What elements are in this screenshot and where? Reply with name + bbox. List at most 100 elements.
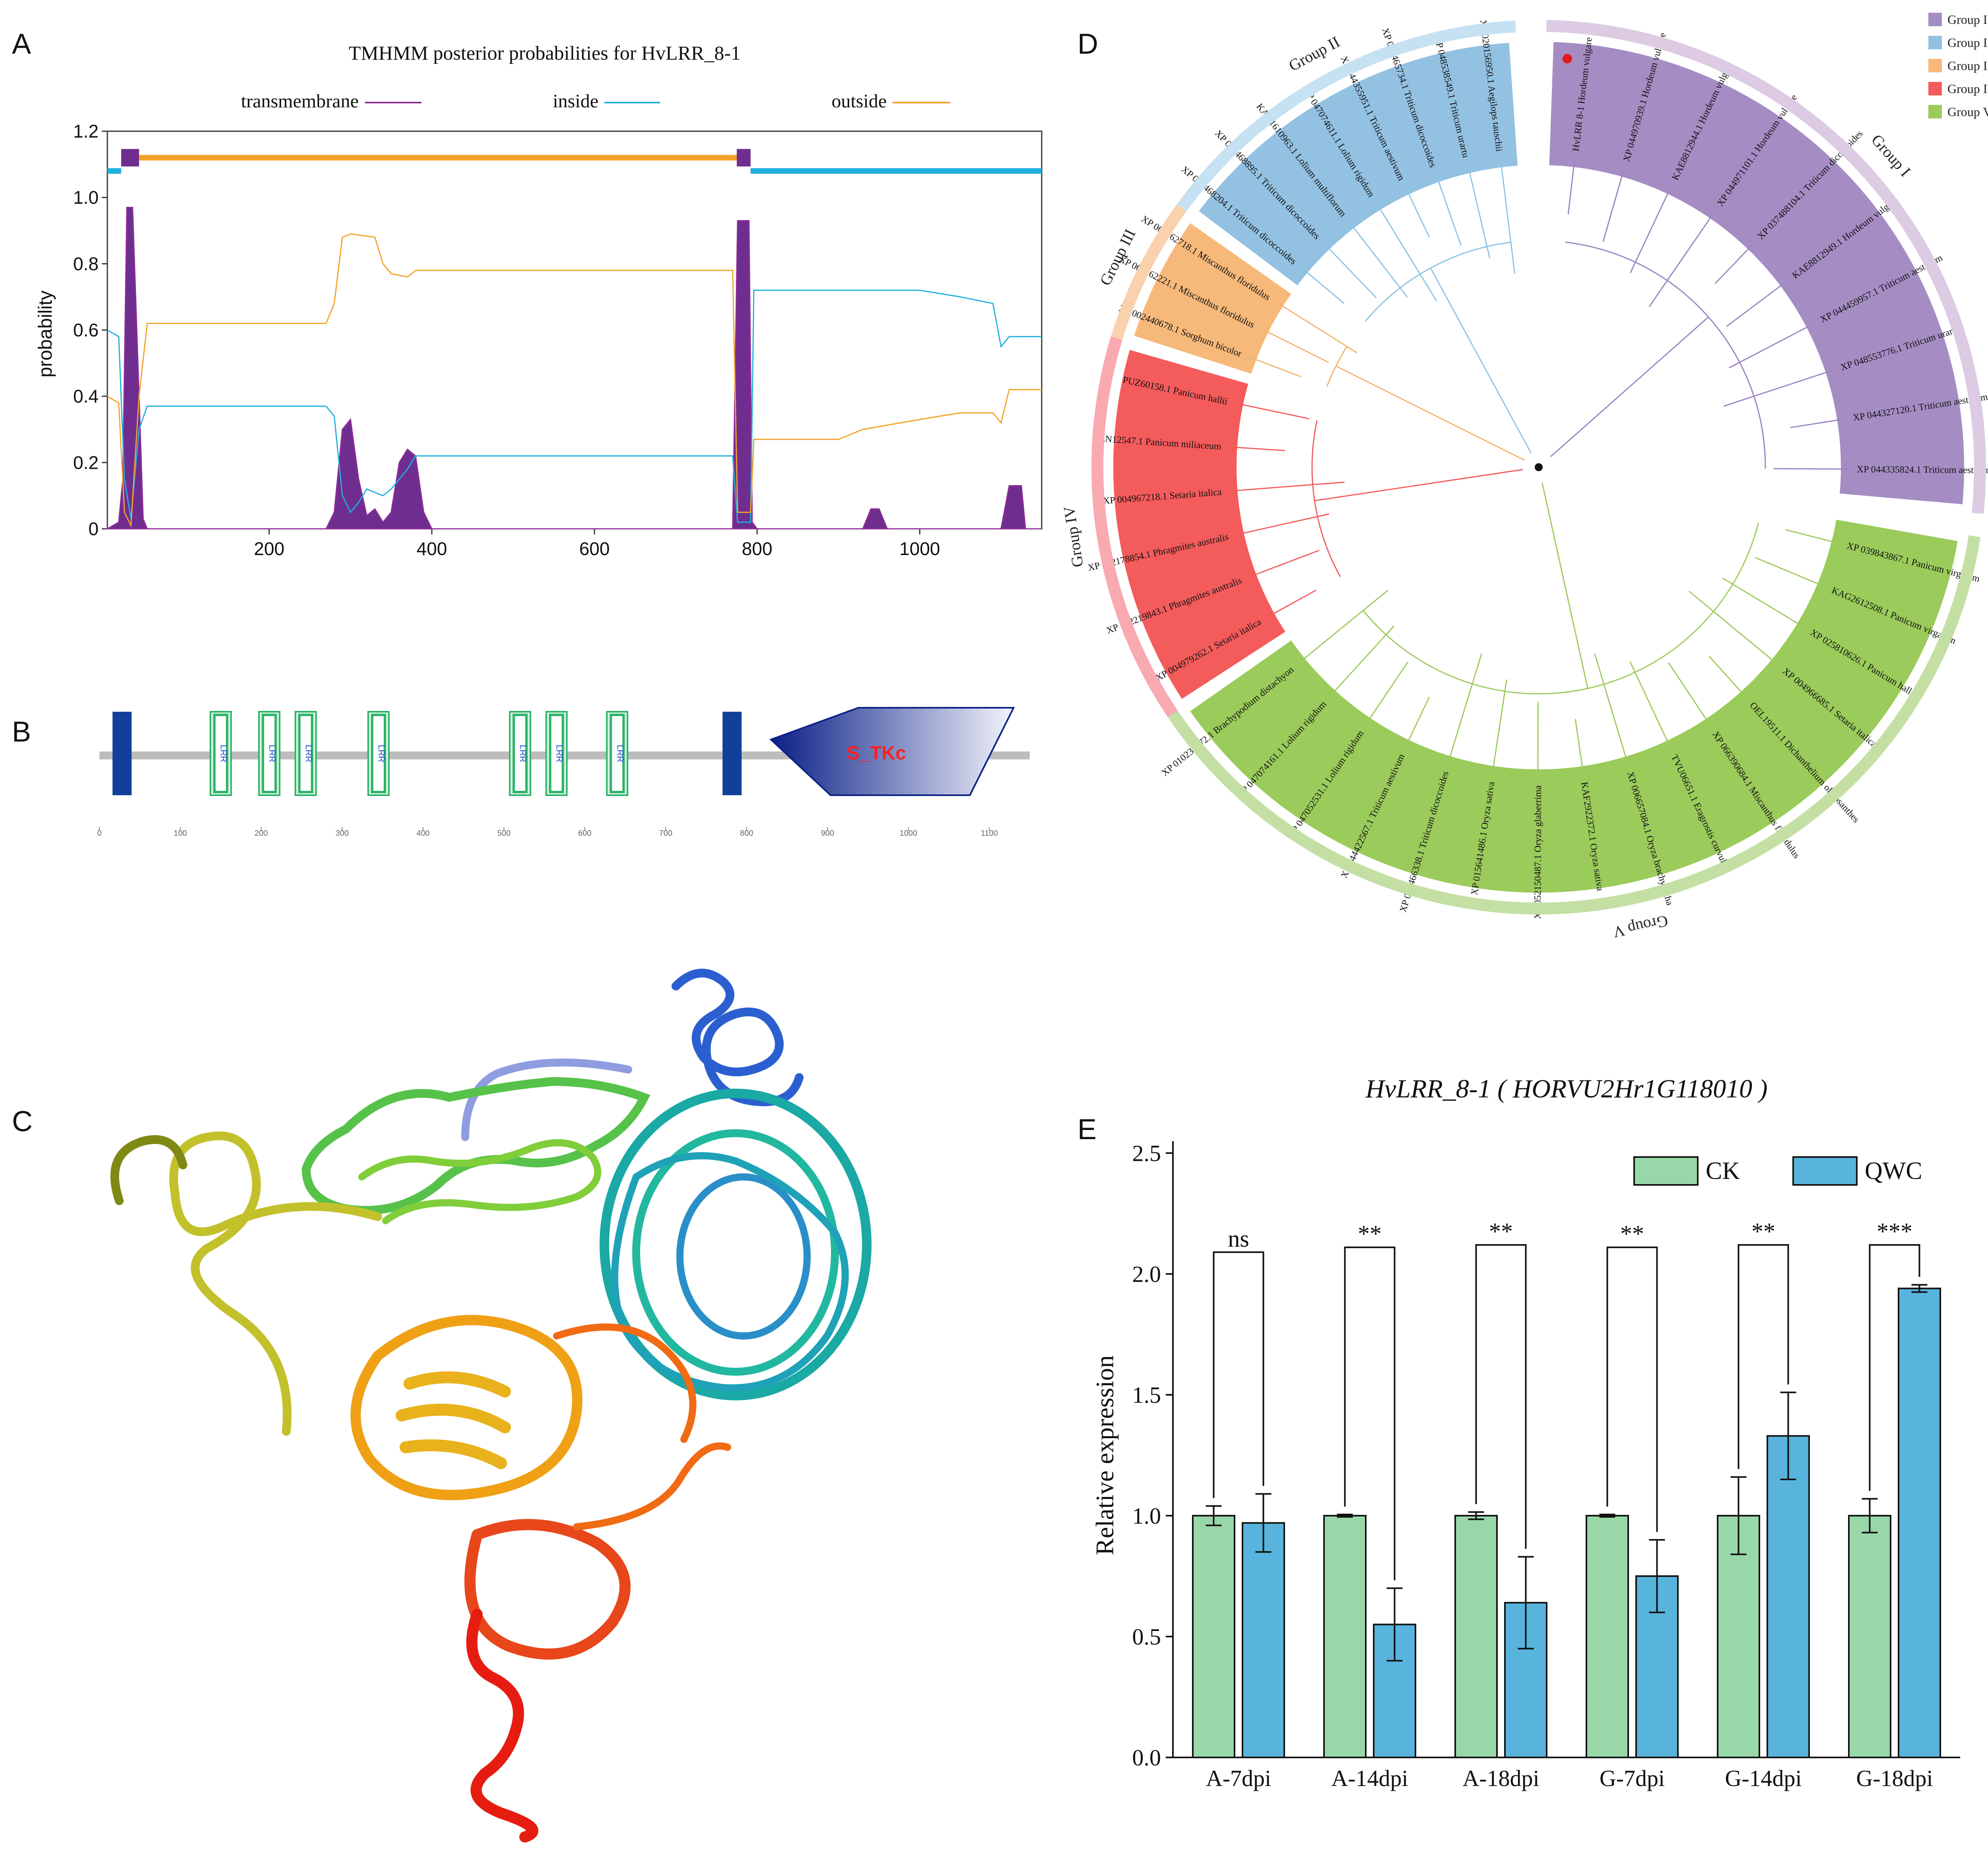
significance-label: ** <box>1489 1218 1513 1245</box>
tree-branch <box>1276 301 1357 353</box>
significance-label: ** <box>1358 1221 1382 1247</box>
tree-branch <box>1301 267 1345 304</box>
tmhmm-xtick-label: 600 <box>579 538 610 559</box>
tmhmm-ylabel: probability <box>35 291 56 378</box>
bar-ck <box>1586 1515 1629 1758</box>
tmhmm-frame <box>107 130 1043 530</box>
tree-branch <box>1229 446 1285 451</box>
tree-branch <box>1298 590 1388 664</box>
panel-c-label: C <box>12 1106 33 1138</box>
wedge-group1 <box>1549 42 1964 505</box>
tree-branch <box>1708 656 1747 698</box>
tree-branch <box>1261 328 1329 363</box>
significance-bracket <box>1869 1244 1920 1491</box>
bar-ck <box>1192 1515 1235 1758</box>
lrr-domain: LRR <box>606 711 629 796</box>
group-ring-label: Group II <box>1286 33 1343 75</box>
bar-qwc <box>1242 1522 1285 1758</box>
ribbon-yellow-tail <box>169 1131 382 1436</box>
ribbon-teal-barrel-inner <box>676 1173 811 1340</box>
tmhmm-ytick-label: 0.8 <box>73 253 99 274</box>
x-tick-label: A-14dpi <box>1331 1765 1408 1791</box>
legend-label-inside: inside <box>553 91 598 112</box>
wedge-group2 <box>1199 43 1518 285</box>
lrr-domain: LRR <box>294 711 317 796</box>
bar-ck <box>1848 1515 1891 1758</box>
topology-segment-transmembrane <box>737 149 751 167</box>
panel-d-label: D <box>1077 28 1098 60</box>
kinase-domain <box>769 707 1015 796</box>
y-tick-label: 2.0 <box>1132 1261 1161 1287</box>
lrr-label: LRR <box>267 745 277 762</box>
lrr-domain: LRR <box>545 711 568 796</box>
tree-branch <box>1229 482 1345 492</box>
bar-chart-title: HvLRR_8-1 ( HORVU2Hr1G118010 ) <box>1365 1074 1767 1103</box>
lrr-inner <box>610 714 625 793</box>
ring-group3 <box>1111 204 1187 340</box>
significance-bracket <box>1475 1244 1527 1549</box>
tree-branch <box>1435 174 1462 246</box>
kinase-label: S_TKc <box>846 743 906 764</box>
lrr-domain: LRR <box>210 711 232 796</box>
topology-segment-inside <box>750 168 1042 174</box>
bar-plot-area: 0.0 0.5 1.0 1.5 2.0 2.5 Relative expression ns A… <box>1091 1140 1960 1791</box>
legend-label-ck: CK <box>1706 1157 1740 1184</box>
tree-group-wedges <box>1113 42 1964 893</box>
y-tick-label: 0.0 <box>1132 1745 1161 1771</box>
leaf-label: XP 044335824.1 Triticum aestivum <box>1857 464 1988 476</box>
legend-label: Group I <box>1947 12 1987 27</box>
tree-branch <box>1726 281 1788 327</box>
significance-label: ns <box>1228 1225 1249 1252</box>
legend-label: Group III <box>1947 58 1988 73</box>
bar-ck <box>1323 1515 1367 1758</box>
series-outside <box>107 233 1042 528</box>
tree-spoke <box>1550 316 1709 457</box>
wedge-group4 <box>1113 350 1285 699</box>
transmembrane-domain <box>112 712 132 795</box>
expression-bar-chart: HvLRR_8-1 ( HORVU2Hr1G118010 ) 0.0 0.5 1.0… <box>1091 1074 1960 1791</box>
tree-internal-arc <box>1565 241 1766 469</box>
position-tick-label: 400 <box>416 829 429 838</box>
x-tick-label: A-18dpi <box>1462 1765 1539 1791</box>
tree-legend: Group I Group II Group III Group IV Group V <box>1928 12 1988 119</box>
legend-label-qwc: QWC <box>1865 1157 1922 1184</box>
ribbon-blue-domain <box>672 969 804 1107</box>
position-tick-label: 0 <box>97 829 101 838</box>
lrr-inner <box>262 714 277 793</box>
ribbon-teal-barrel-mid <box>632 1129 839 1376</box>
tree-branch <box>1629 661 1671 748</box>
significance-bracket <box>1738 1244 1789 1469</box>
ribbon-orange-nlobe <box>350 1315 582 1500</box>
tree-branch <box>1235 402 1310 419</box>
tmhmm-xtick-label: 200 <box>254 538 285 559</box>
tmhmm-ytick-label: 1.0 <box>73 187 99 208</box>
series-transmembrane <box>105 207 1042 530</box>
x-tick-label: A-7dpi <box>1206 1765 1271 1791</box>
tmhmm-title: TMHMM posterior probabilities for HvLRR_… <box>349 42 741 64</box>
legend-label: Group IV <box>1947 82 1988 96</box>
tree-branch <box>1574 719 1584 775</box>
panel-e-label: E <box>1077 1114 1097 1146</box>
legend-label: Group II <box>1947 35 1988 50</box>
ribbon-teal-loops <box>611 1152 849 1392</box>
position-axis: 0 100 200 300 400 500 600 700 800 900 1000 1100 <box>97 827 998 838</box>
ribbon-olive-loop <box>110 1135 187 1205</box>
protein-3d-structure <box>110 969 872 1843</box>
tree-branch <box>1405 186 1430 238</box>
topology-segment-transmembrane <box>121 149 139 167</box>
tmhmm-xtick-label: 400 <box>417 538 447 559</box>
tmhmm-ytick-label: 0.2 <box>73 452 99 473</box>
position-tick-label: 300 <box>336 829 349 838</box>
tree-branch <box>1248 356 1301 377</box>
tree-branch <box>1648 211 1715 307</box>
tree-spoke <box>1314 469 1523 501</box>
topology-segment-inside <box>107 168 121 174</box>
ribbon-lrr-inner <box>358 1139 602 1224</box>
domain-layer: LRR LRR LRR LRR LRR LRR LRR S_TKc <box>112 707 1015 796</box>
tree-branch <box>1785 529 1840 544</box>
lrr-label: LRR <box>219 745 229 762</box>
x-tick-label: G-7dpi <box>1600 1765 1665 1791</box>
tmhmm-chart: TMHMM posterior probabilities for HvLRR_… <box>35 42 1043 559</box>
ribbon-red-helix <box>466 1609 538 1843</box>
tree-branch <box>1688 590 1778 665</box>
